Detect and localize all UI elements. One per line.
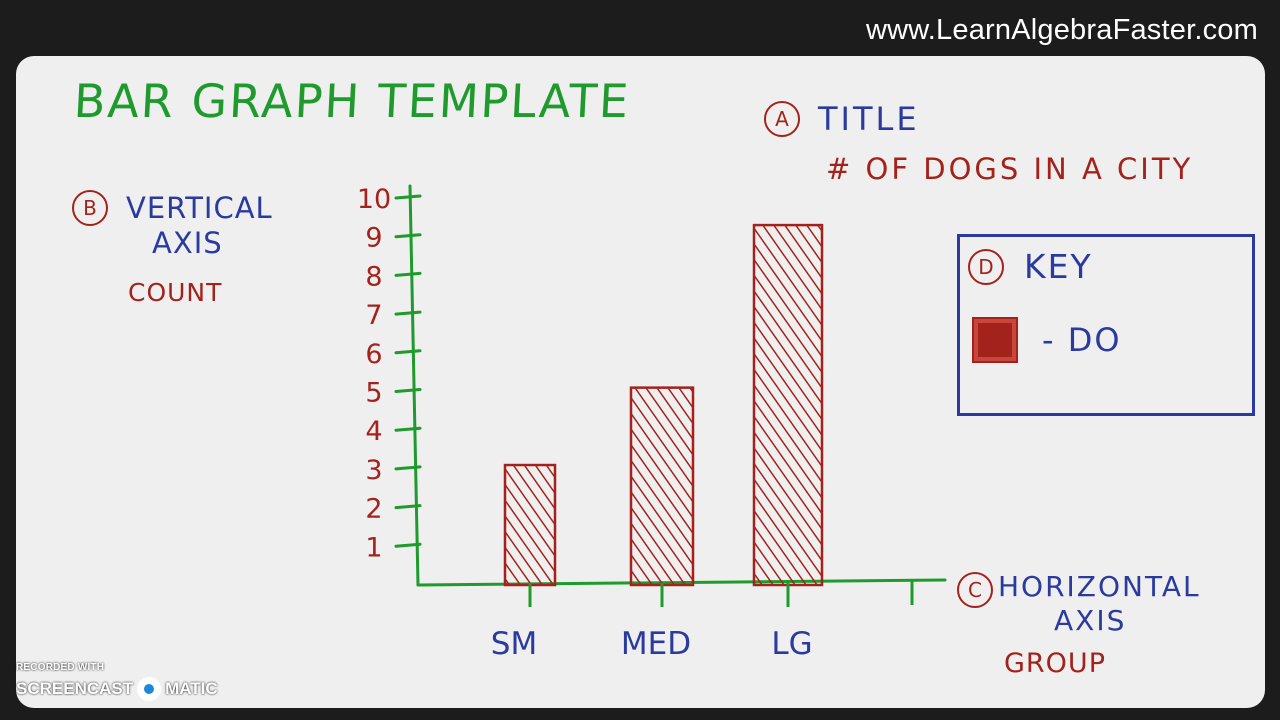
y-tick-8 xyxy=(394,271,422,277)
y-tick-10 xyxy=(394,194,422,200)
horizontal-axis-heading-2: AXIS xyxy=(1054,604,1127,637)
site-url: www.LearnAlgebraFaster.com xyxy=(865,14,1258,46)
y-tick-3 xyxy=(394,465,422,471)
recording-watermark: RECORDED WITH SCREENCAST MATIC xyxy=(16,662,218,701)
y-tick-label-7: 7 xyxy=(365,300,382,331)
watermark-caption: RECORDED WITH xyxy=(16,662,105,673)
bar-lg xyxy=(752,223,824,587)
vertical-axis-heading-2: AXIS xyxy=(152,226,223,260)
x-axis-label: GROUP xyxy=(1004,648,1106,679)
vertical-axis-heading-1: VERTICAL xyxy=(126,191,273,225)
title-heading: TITLE xyxy=(818,100,920,138)
y-axis-line xyxy=(408,184,420,587)
watermark-brand-left: SCREENCAST xyxy=(16,679,134,698)
y-tick-label-10: 10 xyxy=(357,184,391,215)
marker-c: C xyxy=(957,572,993,608)
legend-swatch xyxy=(972,317,1018,363)
bar-sm xyxy=(503,463,557,587)
x-tick-label-med: MED xyxy=(621,626,691,662)
marker-d: D xyxy=(968,249,1004,285)
y-axis-label: COUNT xyxy=(128,278,223,307)
y-tick-label-1: 1 xyxy=(365,532,382,563)
y-tick-5 xyxy=(394,388,422,393)
marker-a: A xyxy=(764,101,800,137)
horizontal-axis-heading-1: HORIZONTAL xyxy=(998,570,1201,603)
y-tick-6 xyxy=(394,349,422,355)
y-tick-label-2: 2 xyxy=(365,494,382,525)
marker-b: B xyxy=(72,190,108,226)
whiteboard: BAR GRAPH TEMPLATE A TITLE # OF DOGS IN … xyxy=(16,56,1265,708)
screencast-logo-icon xyxy=(137,677,162,701)
x-tick-label-lg: LG xyxy=(771,626,812,662)
x-tick-label-sm: SM xyxy=(491,626,537,662)
y-tick-1 xyxy=(394,542,422,548)
y-tick-label-6: 6 xyxy=(365,339,382,370)
y-tick-7 xyxy=(394,310,422,316)
watermark-brand-right: MATIC xyxy=(165,679,218,698)
y-tick-label-5: 5 xyxy=(365,378,382,409)
bar-med xyxy=(629,386,695,587)
y-tick-2 xyxy=(394,504,422,510)
y-tick-label-3: 3 xyxy=(365,455,382,486)
y-tick-label-4: 4 xyxy=(365,416,382,447)
y-tick-label-9: 9 xyxy=(365,223,382,254)
legend-box: D KEY - DO xyxy=(957,234,1255,416)
y-tick-4 xyxy=(394,426,422,432)
y-tick-9 xyxy=(394,233,422,239)
y-tick-label-8: 8 xyxy=(365,261,382,292)
chart-title: # OF DOGS IN A CITY xyxy=(826,152,1194,186)
legend-heading: KEY xyxy=(1024,247,1093,286)
legend-entry: - DO xyxy=(1042,321,1122,359)
